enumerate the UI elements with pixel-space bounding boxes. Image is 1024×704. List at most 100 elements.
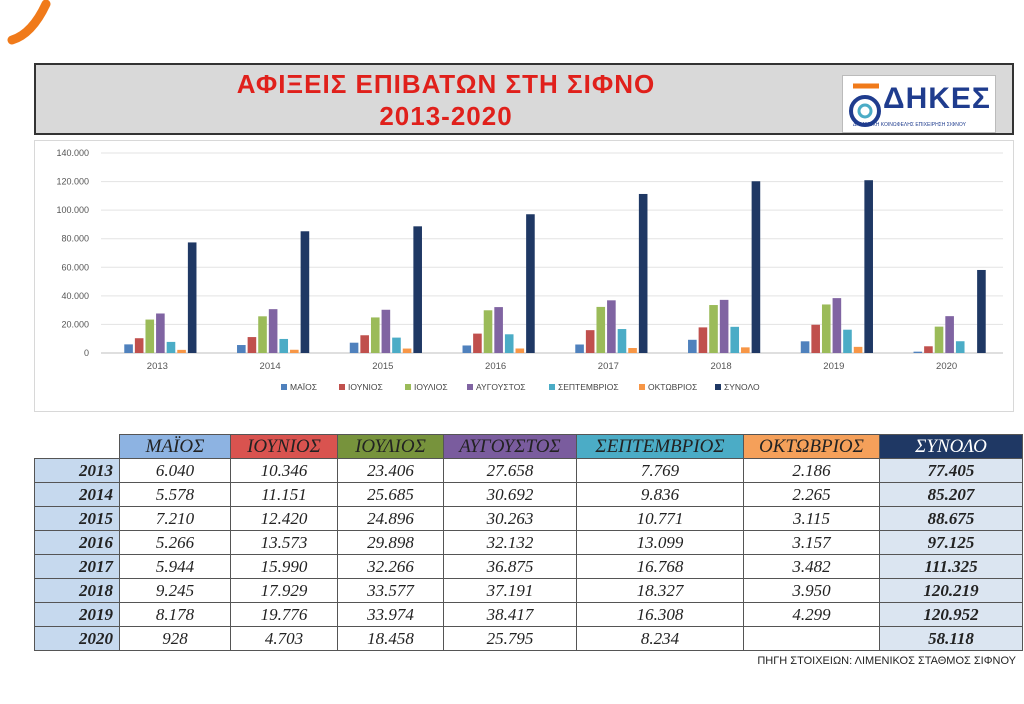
- bar-2019-6: [864, 180, 873, 353]
- bar-2015-2: [370, 317, 380, 353]
- x-tick-label: 2013: [147, 361, 168, 372]
- table-cell: 3.950: [743, 578, 880, 603]
- bar-2020-3: [945, 316, 954, 353]
- column-header: ΙΟΥΝΙΟΣ: [230, 434, 338, 459]
- bar-2013-1: [134, 338, 144, 353]
- bar-2020-1: [924, 346, 933, 353]
- table-cell: 25.685: [337, 482, 444, 507]
- bar-2019-2: [821, 304, 831, 353]
- bar-2019-4: [843, 329, 852, 353]
- bar-2017-4: [617, 329, 627, 353]
- total-cell: 58.118: [879, 626, 1023, 651]
- table-cell: 3.157: [743, 530, 880, 555]
- table-cell: 5.578: [119, 482, 231, 507]
- table-cell: 25.795: [443, 626, 577, 651]
- row-year: 2016: [34, 530, 120, 555]
- chart-panel: 0 20.000 40.000 60.000 80.000 100.000 120.000 1…: [34, 140, 1014, 412]
- table-cell: 36.875: [443, 554, 577, 579]
- total-cell: 77.405: [879, 458, 1023, 483]
- bar-2020-2: [934, 326, 944, 353]
- column-header: ΙΟΥΛΙΟΣ: [337, 434, 444, 459]
- title-banner: ΑΦΙΞΕΙΣ ΕΠΙΒΑΤΩΝ ΣΤΗ ΣΙΦΝΟ 2013-2020 ΔΗΚ…: [34, 63, 1014, 135]
- table-cell: 9.836: [576, 482, 744, 507]
- bar-2015-3: [381, 309, 391, 353]
- x-tick-label: 2019: [823, 361, 844, 372]
- table-cell: 13.099: [576, 530, 744, 555]
- table-cell: 13.573: [230, 530, 338, 555]
- legend-swatch: [405, 384, 411, 390]
- table-cell: [743, 626, 880, 651]
- bar-2014-6: [300, 231, 310, 353]
- legend-swatch: [281, 384, 287, 390]
- bar-2019-5: [853, 346, 863, 353]
- legend-swatch: [467, 384, 473, 390]
- bar-2016-5: [515, 348, 525, 353]
- bar-2014-0: [237, 345, 246, 353]
- data-source-note: ΠΗΓΗ ΣΤΟΙΧΕΙΩΝ: ΛΙΜΕΝΙΚΟΣ ΣΤΑΘΜΟΣ ΣΙΦΝΟΥ: [757, 655, 1016, 667]
- table-cell: 37.191: [443, 578, 577, 603]
- chart-title: ΑΦΙΞΕΙΣ ΕΠΙΒΑΤΩΝ ΣΤΗ ΣΙΦΝΟ: [236, 69, 656, 99]
- y-tick-label: 60.000: [61, 262, 89, 272]
- column-header: ΜΑΪΟΣ: [119, 434, 231, 459]
- legend-label: ΙΟΥΛΙΟΣ: [414, 382, 448, 392]
- table-cell: 2.265: [743, 482, 880, 507]
- table-cell: 2.186: [743, 458, 880, 483]
- table-row: 2019 8.178 19.776 33.974 38.417 16.308 4.299 12…: [34, 602, 1023, 627]
- bar-2017-2: [596, 306, 606, 353]
- y-tick-label: 0: [84, 348, 89, 358]
- table-cell: 33.974: [337, 602, 444, 627]
- legend-label: ΟΚΤΩΒΡΙΟΣ: [648, 382, 697, 392]
- logo-subtitle: ΔΗΜΟΤΙΚΗ ΚΟΙΝΩΦΕΛΗΣ ΕΠΙΧΕΙΡΗΣΗ ΣΙΦΝΟΥ: [853, 122, 966, 128]
- bar-2014-2: [258, 316, 267, 353]
- bar-2019-0: [800, 341, 810, 353]
- legend-label: ΙΟΥΝΙΟΣ: [348, 382, 383, 392]
- table-row: 2014 5.578 11.151 25.685 30.692 9.836 2.265 85.…: [34, 482, 1023, 507]
- bar-2017-5: [628, 348, 637, 353]
- bar-2017-6: [638, 193, 648, 353]
- table-cell: 18.458: [337, 626, 444, 651]
- total-cell: 111.325: [879, 554, 1023, 579]
- bar-2016-3: [494, 307, 503, 353]
- bar-2017-0: [575, 344, 584, 353]
- bar-chart: 0 20.000 40.000 60.000 80.000 100.000 120.000 1…: [56, 148, 1003, 392]
- total-cell: 120.219: [879, 578, 1023, 603]
- bar-2018-4: [730, 326, 740, 353]
- bar-2013-3: [156, 313, 165, 353]
- table-cell: 8.178: [119, 602, 231, 627]
- bar-2014-1: [247, 337, 257, 353]
- table-cell: 4.299: [743, 602, 880, 627]
- x-tick-label: 2018: [711, 361, 732, 372]
- organization-logo: ΔΗΚΕΣ ΔΗΜΟΤΙΚΗ ΚΟΙΝΩΦΕΛΗΣ ΕΠΙΧΕΙΡΗΣΗ ΣΙΦ…: [842, 75, 996, 133]
- table-cell: 3.482: [743, 554, 880, 579]
- table-cell: 16.308: [576, 602, 744, 627]
- table-cell: 10.346: [230, 458, 338, 483]
- table-cell: 33.577: [337, 578, 444, 603]
- bar-2019-3: [832, 298, 842, 353]
- column-header: ΟΚΤΩΒΡΙΟΣ: [743, 434, 880, 459]
- bar-2014-5: [290, 349, 299, 353]
- table-cell: 19.776: [230, 602, 338, 627]
- y-tick-label: 20.000: [61, 319, 89, 329]
- y-tick-label: 80.000: [61, 234, 89, 244]
- bar-2019-1: [811, 324, 820, 353]
- table-cell: 12.420: [230, 506, 338, 531]
- table-row: 2013 6.040 10.346 23.406 27.658 7.769 2.186 77.…: [34, 458, 1023, 483]
- table-row: 2018 9.245 17.929 33.577 37.191 18.327 3.950 12…: [34, 578, 1023, 603]
- total-cell: 88.675: [879, 506, 1023, 531]
- table-cell: 27.658: [443, 458, 577, 483]
- bar-2018-6: [751, 181, 761, 353]
- bar-2018-1: [698, 327, 708, 353]
- table-cell: 32.266: [337, 554, 444, 579]
- bar-2018-3: [719, 299, 729, 353]
- legend-label: ΑΥΓΟΥΣΤΟΣ: [476, 382, 526, 392]
- table-cell: 38.417: [443, 602, 577, 627]
- legend-swatch: [339, 384, 345, 390]
- bar-2016-2: [483, 310, 493, 353]
- row-year: 2020: [34, 626, 120, 651]
- bar-2018-5: [741, 347, 750, 353]
- table-cell: 23.406: [337, 458, 444, 483]
- legend-swatch: [639, 384, 645, 390]
- table-cell: 7.769: [576, 458, 744, 483]
- table-row: 2017 5.944 15.990 32.266 36.875 16.768 3.482 11…: [34, 554, 1023, 579]
- table-cell: 32.132: [443, 530, 577, 555]
